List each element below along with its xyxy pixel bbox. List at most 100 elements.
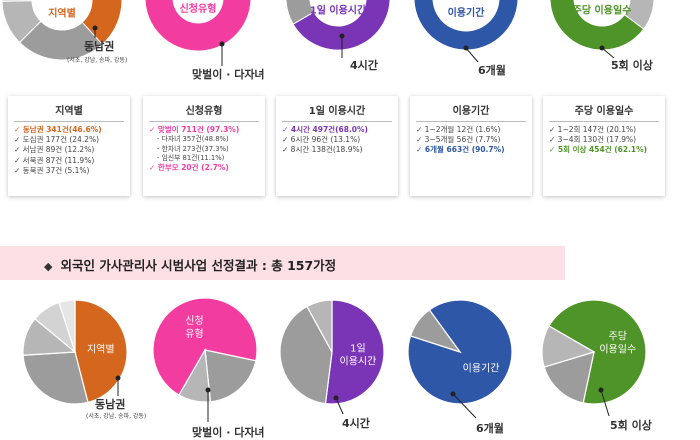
card-list-item: ✓ 3~4회 130건 (17.9%) xyxy=(549,135,637,145)
pie-slice-days-1 xyxy=(548,299,647,405)
top-leader-line-4 xyxy=(465,47,479,63)
card-list-item: - 다자녀 357건(48.8%) xyxy=(157,135,229,144)
card-list-item: ✓ 동북권 37건 (5.1%) xyxy=(14,165,90,175)
pie-slice-type-1 xyxy=(152,297,258,396)
pie-title-region: 지역별 xyxy=(87,344,115,356)
card-title: 1일 이용시간 xyxy=(308,106,366,117)
top-leader-dot-1 xyxy=(92,25,98,31)
summary-card-3: 1일 이용시간 ✓ 4시간 497건(68.0%) ✓ 6시간 96건 (13.1%… xyxy=(276,96,398,196)
card-list-item: ✓ 5회 이상 454건 (62.1%) xyxy=(549,145,648,155)
summary-card-1: 지역별 ✓ 동남권 341건(46.6%) ✓ 도심권 177건 (24.2%) ✓ … xyxy=(8,96,130,196)
pie-slice-type-3 xyxy=(178,348,212,403)
top-leader-dot-2 xyxy=(219,41,225,47)
result-banner: ◆ 외국인 가사관리사 시범사업 선정결과 : 총 157가정 xyxy=(0,246,565,280)
card-divider xyxy=(416,121,526,122)
summary-card-4: 이용기간 ✓ 1~2개월 12건 (1.6%) ✓ 3~5개월 56건 (7.7%)… xyxy=(410,96,532,196)
donut-chart-region: 지역별 xyxy=(1,0,123,61)
bottom-leader-line-3 xyxy=(335,397,344,415)
donut-chart-hours: 1일 이용시간 xyxy=(285,0,391,51)
bottom-label-type: 맞벌이 · 다자녀 xyxy=(192,426,265,439)
top-label-hours: 4시간 xyxy=(350,59,378,72)
donut-title-type: 신청유형 xyxy=(180,2,217,15)
card-divider xyxy=(549,121,659,122)
card-list-item: ✓ 1~2개월 12건 (1.6%) xyxy=(416,125,501,134)
card-list-item: ✓ 한부모 20건 (2.7%) xyxy=(149,163,229,173)
pie-slice-days-2 xyxy=(543,351,595,404)
card-title: 주당 이용일수 xyxy=(574,106,634,117)
banner-title: 외국인 가사관리사 시범사업 선정결과 : 총 157가정 xyxy=(60,258,337,273)
slice-hours-1 xyxy=(292,0,391,51)
donut-hole-type xyxy=(173,0,223,23)
pie-title-hours: 1일 이용시간 xyxy=(340,343,377,368)
bottom-leader-dot-5 xyxy=(598,387,604,393)
donut-chart-days: 주당 이용일수 xyxy=(549,0,655,51)
donut-title-days: 주당 이용일수 xyxy=(573,3,632,16)
pie-chart-days: 주당 이용일수 xyxy=(541,299,647,405)
bottom-label-days: 5회 이상 xyxy=(610,419,652,432)
donut-title-hours: 1일 이용시간 xyxy=(310,3,367,16)
top-label-type: 맞벌이 · 다자녀 xyxy=(192,68,265,81)
card-list-item: ✓ 4시간 497건(68.0%) xyxy=(282,125,368,134)
top-leader-line-5 xyxy=(601,47,615,59)
card-list: ✓ 1~2개월 12건 (1.6%) ✓ 3~5개월 56건 (7.7%) ✓ 6개… xyxy=(410,125,532,156)
top-label-region: 동남권 xyxy=(84,40,115,53)
slice-region-1 xyxy=(81,0,123,46)
card-list-item: ✓ 3~5개월 56건 (7.7%) xyxy=(416,135,501,145)
donut-hole-period xyxy=(433,0,499,31)
diamond-icon: ◆ xyxy=(44,260,53,273)
bottom-label-hours: 4시간 xyxy=(342,417,370,430)
banner-text: ◆ 외국인 가사관리사 시범사업 선정결과 : 총 157가정 xyxy=(44,255,336,274)
bottom-leader-line-5 xyxy=(600,389,610,417)
pie-slice-region-1 xyxy=(74,299,128,404)
card-list-item: ✓ 6개월 663건 (90.7%) xyxy=(416,145,505,155)
pie-slice-region-2 xyxy=(22,351,89,405)
donut-chart-type: 신청유형 xyxy=(144,0,252,52)
top-leader-dot-4 xyxy=(463,45,469,51)
card-title: 이용기간 xyxy=(452,106,490,117)
bottom-label-region: 동남권 xyxy=(95,398,126,411)
pie-slice-hours-2 xyxy=(279,305,333,405)
summary-card-2: 신청유형 ✓ 맞벌이 711건 (97.3%) - 다자녀 357건(48.8%) -… xyxy=(143,96,265,196)
card-list-item: ✓ 8시간 138건(18.9%) xyxy=(282,145,363,155)
card-list: ✓ 동남권 341건(46.6%) ✓ 도심권 177건 (24.2%) ✓ 서남권… xyxy=(8,125,130,176)
card-list-item: ✓ 맞벌이 711건 (97.3%) xyxy=(149,125,240,134)
top-donut-charts: 지역별 신청유형 1일 이용시간 이용기간 주당 이용일수 xyxy=(1,0,655,66)
donut-hole-region xyxy=(32,0,92,30)
pie-title-type: 신청 유형 xyxy=(185,315,203,340)
bottom-leader-dot-2 xyxy=(205,387,211,393)
card-list: ✓ 맞벌이 711건 (97.3%) - 다자녀 357건(48.8%) - 한자녀… xyxy=(143,125,265,174)
bottom-leader-dot-3 xyxy=(333,395,339,401)
pie-chart-hours: 1일 이용시간 xyxy=(279,299,385,405)
bottom-leader-line-4 xyxy=(452,393,477,419)
donut-chart-period: 이용기간 xyxy=(413,0,519,51)
donut-title-region: 지역별 xyxy=(48,7,76,20)
card-list: ✓ 1~2회 147건 (20.1%) ✓ 3~4회 130건 (17.9%) ✓ … xyxy=(543,125,665,156)
donut-hole-days xyxy=(574,0,630,26)
pie-slice-hours-3 xyxy=(306,299,333,353)
pie-slice-hours-1 xyxy=(324,299,385,405)
pie-slice-region-5 xyxy=(58,299,76,353)
pie-chart-period: 이용기간 xyxy=(407,299,513,405)
pie-title-period: 이용기간 xyxy=(463,362,500,374)
card-list-item: ✓ 서북권 87건 (11.9%) xyxy=(14,155,95,165)
card-list-item: ✓ 도심권 177건 (24.2%) xyxy=(14,135,100,145)
bottom-leader-dot-1 xyxy=(115,375,121,381)
card-list-item: ✓ 1~2회 147건 (20.1%) xyxy=(549,125,637,134)
top-leader-dot-5 xyxy=(599,45,605,51)
card-list-item: ✓ 서남권 89건 (12.2%) xyxy=(14,145,95,155)
donut-title-period: 이용기간 xyxy=(448,6,486,19)
card-list-item: ✓ 6시간 96건 (13.1%) xyxy=(282,135,361,145)
bottom-leader-dot-4 xyxy=(450,391,456,397)
pie-slice-days-3 xyxy=(541,325,596,368)
top-leader-dot-3 xyxy=(339,33,345,39)
summary-card-5: 주당 이용일수 ✓ 1~2회 147건 (20.1%) ✓ 3~4회 130건 (1… xyxy=(543,96,665,196)
bottom-label-region-sub: (서초, 강남, 송파, 강동) xyxy=(86,413,147,420)
card-divider xyxy=(14,121,124,122)
card-list: ✓ 4시간 497건(68.0%) ✓ 6시간 96건 (13.1%) ✓ 8시간 … xyxy=(276,125,398,156)
card-list-item: - 한자녀 273건(37.3%) xyxy=(157,144,229,153)
donut-hole-hours xyxy=(310,0,366,26)
card-title: 지역별 xyxy=(55,106,83,117)
slice-region-4 xyxy=(1,0,33,2)
pie-title-days: 주당 이용일수 xyxy=(599,330,636,355)
